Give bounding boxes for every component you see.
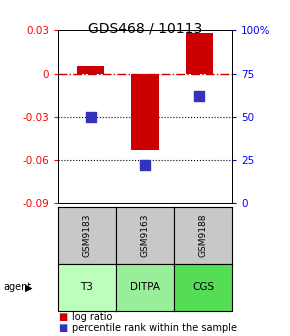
Text: T3: T3 [81,282,93,292]
Text: CGS: CGS [192,282,214,292]
Bar [186,33,213,74]
Text: ▶: ▶ [25,282,32,292]
Point [143,163,147,168]
Text: log ratio: log ratio [72,312,113,322]
Text: ■: ■ [58,312,67,322]
Text: ■: ■ [58,323,67,333]
Text: GSM9188: GSM9188 [198,213,208,257]
Bar [131,74,159,150]
Text: DITPA: DITPA [130,282,160,292]
Text: percentile rank within the sample: percentile rank within the sample [72,323,238,333]
Point [197,93,202,99]
Point [88,114,93,120]
Text: agent: agent [3,282,31,292]
Bar [77,66,104,74]
Text: GSM9163: GSM9163 [140,213,150,257]
Text: GDS468 / 10113: GDS468 / 10113 [88,22,202,36]
Text: GSM9183: GSM9183 [82,213,92,257]
